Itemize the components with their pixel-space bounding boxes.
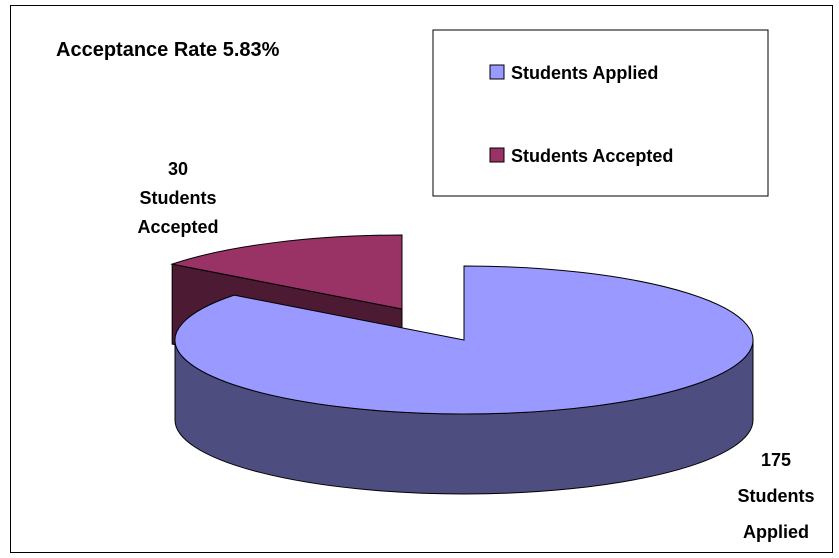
pie-slices bbox=[170, 234, 754, 495]
legend-box bbox=[432, 29, 769, 197]
slice-accepted-top bbox=[170, 234, 403, 310]
data-label-accepted: 30 Students Accepted bbox=[137, 159, 218, 237]
chart-title: Acceptance Rate 5.83% bbox=[56, 39, 280, 61]
legend-swatch-applied bbox=[489, 64, 505, 80]
legend-label-applied: Students Applied bbox=[511, 63, 658, 83]
data-label-applied-line1: 175 bbox=[761, 450, 791, 470]
data-label-accepted-line3: Accepted bbox=[137, 217, 218, 237]
data-label-accepted-line1: 30 bbox=[168, 159, 188, 179]
slice-applied-top bbox=[174, 265, 754, 415]
data-label-accepted-line2: Students bbox=[139, 188, 216, 208]
legend-swatch-accepted bbox=[489, 147, 505, 163]
data-label-applied-line2: Students bbox=[737, 486, 814, 506]
data-label-applied-line3: Applied bbox=[743, 522, 809, 542]
legend: Students Applied Students Accepted bbox=[432, 29, 769, 197]
legend-label-accepted: Students Accepted bbox=[511, 146, 673, 166]
data-label-applied: 175 Students Applied bbox=[737, 450, 814, 542]
